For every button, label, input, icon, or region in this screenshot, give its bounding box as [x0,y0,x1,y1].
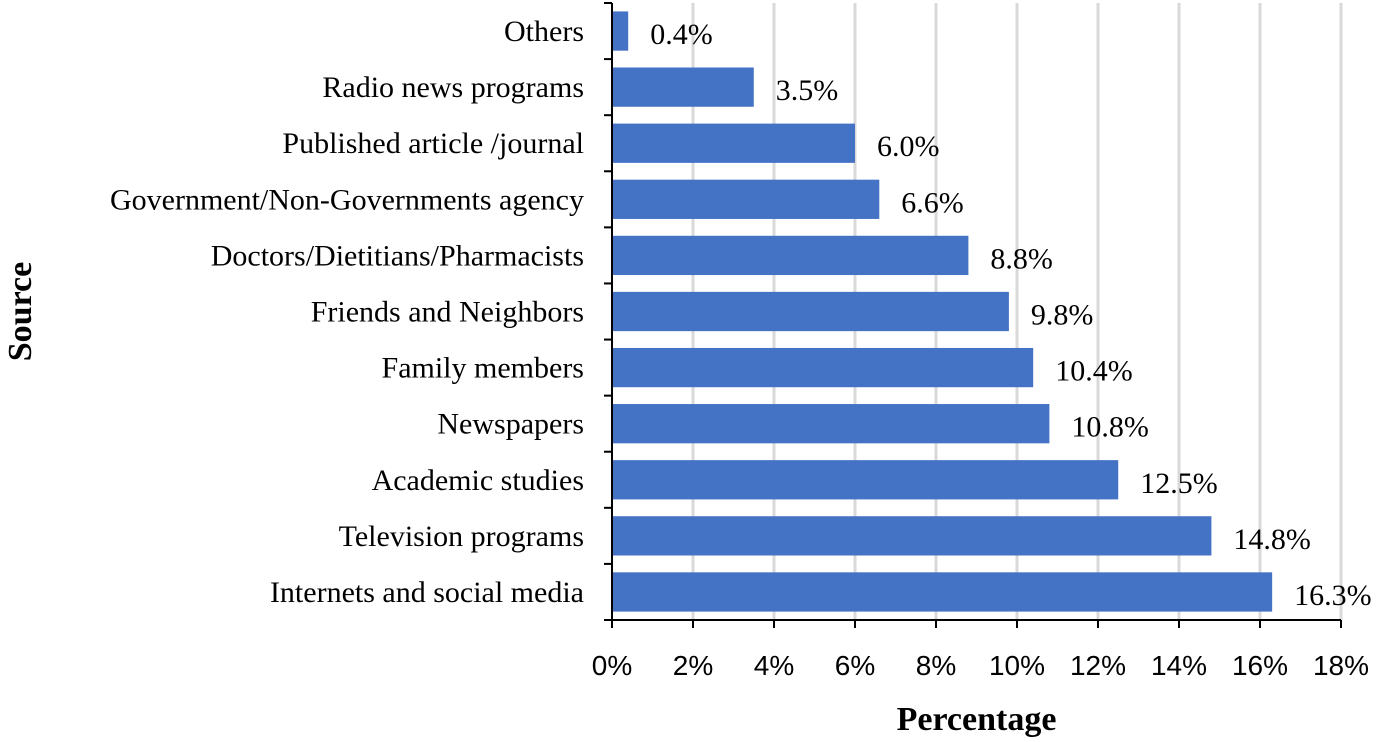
bar [612,235,969,276]
data-label: 6.0% [877,130,940,163]
data-label: 8.8% [990,242,1053,275]
bar [612,11,629,51]
x-tick-label: 2% [673,650,713,681]
x-tick-labels: 0% 2% 4% 6% 8% 10% 12% 14% 16% 18% [592,650,1369,681]
category-label: Family members [382,352,584,385]
data-label: 10.4% [1055,355,1133,388]
bar [612,67,754,107]
category-label: Internets and social media [270,576,584,609]
data-label: 3.5% [776,74,839,107]
data-label: 9.8% [1031,299,1094,332]
data-label: 0.4% [650,18,713,51]
category-label: Friends and Neighbors [311,296,584,329]
bar [612,291,1009,332]
x-tick-label: 12% [1070,650,1126,681]
x-tick-label: 4% [754,650,794,681]
x-tick-label: 6% [835,650,875,681]
category-label: Television programs [339,520,584,553]
data-label: 12.5% [1140,467,1218,500]
axes [604,2,1342,628]
x-tick-label: 0% [592,650,632,681]
bar [612,572,1273,612]
gridlines [691,3,1343,620]
y-axis-title: Source [2,262,39,361]
bar [612,347,1034,388]
bar [612,516,1212,556]
x-tick-label: 18% [1313,650,1369,681]
x-tick-label: 8% [916,650,956,681]
x-tick-label: 14% [1151,650,1207,681]
x-tick-label: 16% [1232,650,1288,681]
category-label: Newspapers [437,408,584,441]
category-labels: Others Radio news programs Published artic… [110,15,584,609]
data-label: 6.6% [901,186,964,219]
data-label: 14.8% [1233,523,1311,556]
category-label: Government/Non-Governments agency [110,183,584,216]
category-label: Published article /journal [282,127,584,160]
bar [612,404,1050,444]
data-label: 16.3% [1294,579,1372,612]
bar [612,123,855,163]
bars [612,11,1273,612]
category-label: Academic studies [372,464,584,497]
category-label: Radio news programs [322,71,584,104]
x-tick-label: 10% [989,650,1045,681]
bar [612,460,1119,500]
data-label: 10.8% [1071,411,1149,444]
x-axis-title: Percentage [897,701,1057,738]
category-label: Doctors/Dietitians/Pharmacists [211,239,584,272]
category-label: Others [504,15,584,48]
value-labels: 0.4% 3.5% 6.0% 6.6% 8.8% 9.8% 10.4% 10.8% 12.5% 1… [650,18,1371,612]
bar [612,179,880,219]
